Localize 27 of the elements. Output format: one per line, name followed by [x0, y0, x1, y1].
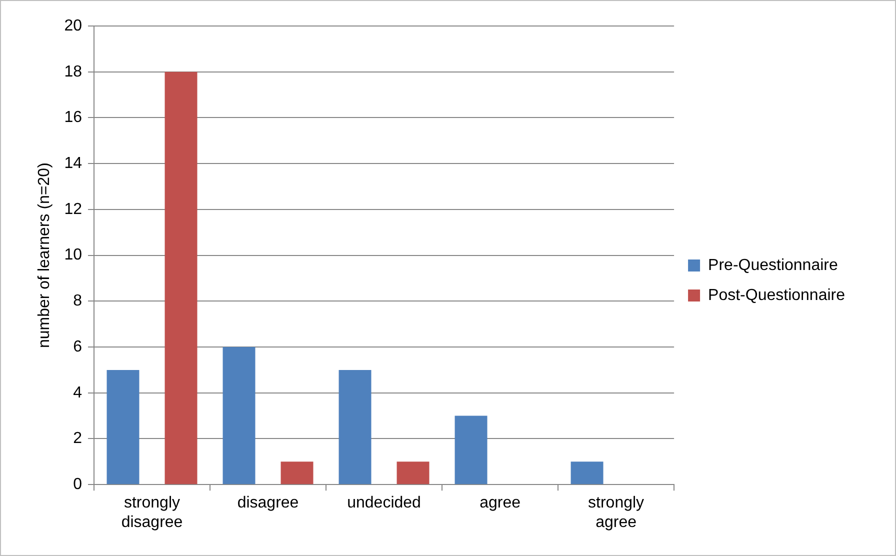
bar [164, 72, 198, 484]
x-tick-label: disagree [237, 494, 299, 512]
bar [338, 370, 372, 484]
bar [280, 462, 314, 484]
x-tick-label: undecided [347, 494, 421, 512]
bar [396, 462, 430, 484]
legend-label: Pre-Questionnaire [708, 256, 838, 274]
y-tick-label: 20 [64, 17, 82, 34]
bar [570, 462, 604, 484]
y-tick-label: 12 [64, 200, 82, 218]
y-tick-label: 14 [64, 154, 82, 172]
y-tick-label: 16 [64, 109, 82, 126]
x-tick-label: agree [480, 494, 521, 512]
y-axis-title: number of learners (n=20) [36, 162, 54, 348]
legend-label: Post-Questionnaire [708, 286, 846, 304]
y-tick-label: 18 [64, 63, 82, 80]
y-tick-label: 0 [73, 476, 82, 494]
y-tick-label: 6 [73, 338, 82, 356]
bar [106, 370, 140, 484]
x-tick-label: strongly disagree [121, 494, 183, 531]
y-tick-label: 4 [73, 384, 82, 402]
y-tick-label: 10 [64, 246, 82, 264]
y-tick-label: 8 [73, 292, 82, 310]
x-tick-label: strongly agree [588, 494, 644, 531]
y-tick-label: 2 [73, 430, 82, 448]
bar [454, 416, 488, 484]
bar [222, 347, 256, 484]
